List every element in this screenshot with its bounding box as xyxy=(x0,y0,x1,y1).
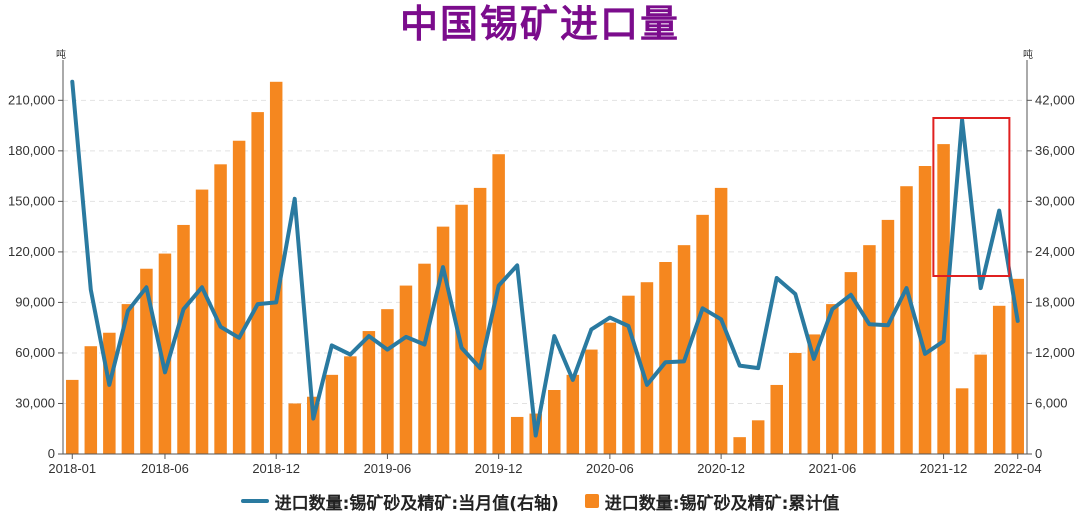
bar xyxy=(955,388,969,454)
x-axis-tick-label: 2018-12 xyxy=(252,461,300,476)
bar xyxy=(399,285,413,454)
annotation-layer xyxy=(932,117,1011,277)
bar xyxy=(140,268,153,454)
right-axis-tick-label: 42,000 xyxy=(1035,92,1075,107)
bar xyxy=(863,245,876,454)
x-axis-tick-label: 2021-06 xyxy=(808,461,856,476)
bar xyxy=(195,189,209,454)
bar xyxy=(881,219,895,454)
bar xyxy=(696,214,709,454)
right-axis-tick-label: 12,000 xyxy=(1035,345,1075,360)
legend-label-line: 进口数量:锡矿砂及精矿:当月值(右轴) xyxy=(274,493,559,514)
bar xyxy=(510,416,524,454)
bar xyxy=(103,332,116,454)
bar xyxy=(974,354,987,454)
left-axis-tick-label: 30,000 xyxy=(15,395,55,410)
axes: 0 30,000 60,000 90,000 120,000 150,000 180,000… xyxy=(8,48,1075,476)
bar xyxy=(362,331,376,454)
bar xyxy=(733,437,746,454)
bar xyxy=(770,384,783,454)
highlight-box xyxy=(932,117,1011,277)
left-axis-unit: 吨 xyxy=(56,48,66,61)
bar xyxy=(992,305,1006,454)
left-axis-tick-label: 90,000 xyxy=(15,294,55,309)
bar xyxy=(585,349,598,454)
bar xyxy=(177,224,190,454)
left-axis-tick-label: 120,000 xyxy=(8,244,55,259)
bar-series xyxy=(66,81,1024,455)
right-axis-unit: 吨 xyxy=(1023,48,1033,61)
legend-line-swatch xyxy=(240,499,269,503)
bar xyxy=(566,374,580,454)
bar xyxy=(640,282,654,454)
left-axis-tick-label: 0 xyxy=(48,446,55,461)
x-axis-tick-label: 2020-12 xyxy=(697,461,745,476)
bar-line-chart: 0 30,000 60,000 90,000 120,000 150,000 180,000… xyxy=(8,48,1075,476)
bar xyxy=(232,140,246,454)
bar xyxy=(269,81,283,454)
bar xyxy=(937,144,950,454)
series-line xyxy=(70,79,1020,438)
bar xyxy=(418,263,431,454)
x-axis-tick-label: 2018-06 xyxy=(141,461,189,476)
bar xyxy=(66,379,79,454)
right-axis-tick-label: 24,000 xyxy=(1035,244,1075,259)
x-axis-tick-label: 2018-01 xyxy=(48,461,96,476)
left-axis-tick-label: 180,000 xyxy=(8,143,55,158)
right-axis-tick-label: 30,000 xyxy=(1035,193,1075,208)
legend-bar-swatch xyxy=(584,494,599,508)
bar xyxy=(214,164,227,454)
left-axis-tick-label: 150,000 xyxy=(8,193,55,208)
legend-item-bar[interactable]: 进口数量:锡矿砂及精矿:累计值 xyxy=(584,489,840,514)
bar xyxy=(751,420,765,454)
x-axis-tick-label: 2022-04 xyxy=(994,461,1042,476)
left-axis-tick-label: 60,000 xyxy=(15,345,55,360)
bar xyxy=(1011,278,1024,454)
bar xyxy=(918,166,932,454)
x-axis-tick-label: 2019-12 xyxy=(475,461,523,476)
bar xyxy=(121,304,135,454)
right-axis-tick-label: 36,000 xyxy=(1035,143,1075,158)
bar xyxy=(603,322,617,454)
bar xyxy=(381,309,394,454)
bar xyxy=(659,262,672,454)
bar xyxy=(251,112,264,455)
legend-item-line[interactable]: 进口数量:锡矿砂及精矿:当月值(右轴) xyxy=(240,489,559,514)
bar xyxy=(807,334,821,454)
x-axis-tick-label: 2019-06 xyxy=(364,461,412,476)
bar xyxy=(826,304,839,454)
bar xyxy=(473,187,487,455)
chart-title: 中国锡矿进口量 xyxy=(399,2,680,46)
right-axis-tick-label: 6,000 xyxy=(1035,395,1068,410)
line-series xyxy=(70,79,1020,438)
x-axis-tick-label: 2021-12 xyxy=(920,461,968,476)
x-axis-tick-label: 2020-06 xyxy=(586,461,634,476)
bar xyxy=(84,346,98,454)
bar xyxy=(789,352,802,454)
right-axis-tick-label: 0 xyxy=(1035,446,1042,461)
bar xyxy=(325,374,339,454)
bar xyxy=(844,272,858,454)
bar xyxy=(677,245,691,454)
bar xyxy=(158,253,172,454)
bar xyxy=(455,204,468,454)
bar xyxy=(436,226,450,454)
legend: 进口数量:锡矿砂及精矿:当月值(右轴) 进口数量:锡矿砂及精矿:累计值 xyxy=(0,486,1080,516)
bar xyxy=(548,390,561,454)
bar xyxy=(900,186,913,455)
bar xyxy=(622,295,635,454)
bar xyxy=(344,356,357,454)
bar xyxy=(492,154,505,455)
left-axis-tick-label: 210,000 xyxy=(8,92,55,107)
bar xyxy=(288,403,301,454)
legend-label-bar: 进口数量:锡矿砂及精矿:累计值 xyxy=(604,493,840,514)
right-axis-tick-label: 18,000 xyxy=(1035,294,1075,309)
